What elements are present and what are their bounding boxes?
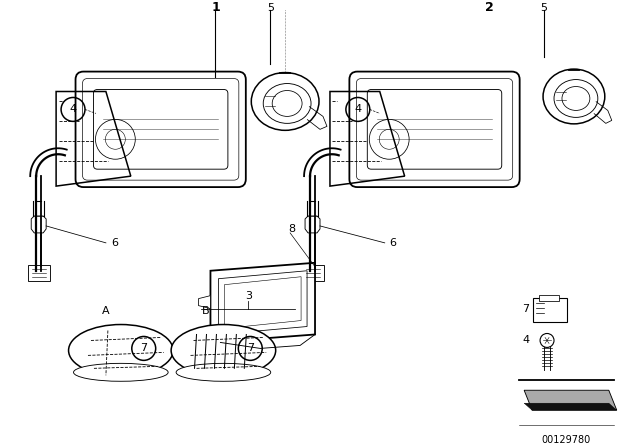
Text: 00129780: 00129780 [541, 435, 591, 445]
FancyBboxPatch shape [539, 295, 559, 301]
Ellipse shape [543, 69, 605, 124]
FancyBboxPatch shape [533, 297, 567, 322]
FancyBboxPatch shape [28, 265, 50, 281]
Ellipse shape [68, 324, 173, 376]
Ellipse shape [176, 363, 271, 381]
Text: 3: 3 [245, 291, 252, 301]
Ellipse shape [263, 83, 311, 123]
Text: 8: 8 [288, 224, 295, 234]
Text: 5: 5 [267, 3, 274, 13]
FancyBboxPatch shape [302, 265, 324, 281]
Text: 6: 6 [390, 238, 397, 248]
Text: 4: 4 [522, 336, 529, 345]
Text: B: B [202, 306, 209, 315]
Ellipse shape [74, 363, 168, 381]
Polygon shape [305, 216, 320, 233]
Text: 4: 4 [70, 104, 77, 114]
Text: 7: 7 [522, 304, 529, 314]
Polygon shape [524, 403, 617, 410]
Text: A: A [102, 306, 109, 315]
Text: 1: 1 [211, 1, 220, 14]
Ellipse shape [252, 73, 319, 130]
Polygon shape [524, 390, 617, 410]
Polygon shape [198, 296, 211, 309]
Text: 7: 7 [140, 344, 147, 353]
Polygon shape [31, 216, 46, 233]
Circle shape [540, 333, 554, 347]
Polygon shape [211, 263, 315, 342]
Text: 5: 5 [541, 3, 548, 13]
Text: 7: 7 [247, 344, 254, 353]
Text: 4: 4 [355, 104, 362, 114]
Text: 6: 6 [111, 238, 118, 248]
Ellipse shape [554, 80, 598, 117]
Ellipse shape [171, 324, 276, 376]
Text: 2: 2 [485, 1, 493, 14]
